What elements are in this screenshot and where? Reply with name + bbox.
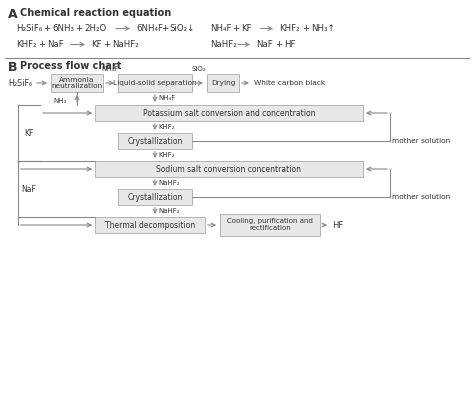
Text: B: B bbox=[8, 61, 18, 74]
FancyBboxPatch shape bbox=[118, 133, 192, 149]
Text: NaHF₂: NaHF₂ bbox=[210, 40, 237, 49]
Text: KHF₂: KHF₂ bbox=[158, 152, 174, 158]
FancyBboxPatch shape bbox=[207, 74, 239, 92]
FancyBboxPatch shape bbox=[118, 74, 192, 92]
Text: +: + bbox=[43, 24, 50, 33]
FancyBboxPatch shape bbox=[220, 214, 320, 236]
Text: KHF₂: KHF₂ bbox=[158, 124, 174, 130]
FancyBboxPatch shape bbox=[95, 161, 363, 177]
Text: +: + bbox=[161, 24, 168, 33]
Text: mother solution: mother solution bbox=[392, 138, 450, 144]
Text: KF: KF bbox=[91, 40, 101, 49]
FancyBboxPatch shape bbox=[95, 217, 205, 233]
Text: 6NH₃: 6NH₃ bbox=[52, 24, 74, 33]
Text: NaF: NaF bbox=[256, 40, 273, 49]
Text: NaHF₂: NaHF₂ bbox=[112, 40, 139, 49]
Text: Thermal decomposition: Thermal decomposition bbox=[105, 220, 195, 230]
Text: NH₃↑: NH₃↑ bbox=[311, 24, 335, 33]
Text: NaF: NaF bbox=[47, 40, 64, 49]
Text: NH₄F: NH₄F bbox=[158, 96, 175, 101]
Text: +: + bbox=[38, 40, 45, 49]
Text: +: + bbox=[302, 24, 309, 33]
Text: KHF₂: KHF₂ bbox=[16, 40, 36, 49]
Text: Liquid-solid separation: Liquid-solid separation bbox=[113, 80, 197, 86]
Text: Drying: Drying bbox=[211, 80, 235, 86]
Text: Crystallization: Crystallization bbox=[128, 137, 182, 146]
Text: SiO₂↓: SiO₂↓ bbox=[169, 24, 194, 33]
Text: NaHF₂: NaHF₂ bbox=[158, 180, 180, 186]
Text: Cooling, purification and
rectification: Cooling, purification and rectification bbox=[227, 219, 313, 232]
Text: Sodium salt conversion concentration: Sodium salt conversion concentration bbox=[156, 164, 301, 174]
Text: A: A bbox=[8, 8, 18, 21]
FancyBboxPatch shape bbox=[95, 105, 363, 121]
Text: H₂SiF₆: H₂SiF₆ bbox=[8, 78, 32, 88]
Text: +: + bbox=[275, 40, 282, 49]
Text: +: + bbox=[232, 24, 239, 33]
Text: 6NH₄F: 6NH₄F bbox=[136, 24, 163, 33]
Text: HF: HF bbox=[284, 40, 295, 49]
Text: Process flow chart: Process flow chart bbox=[20, 61, 121, 71]
Text: NaF: NaF bbox=[21, 185, 36, 193]
Text: H₂SiF₆: H₂SiF₆ bbox=[16, 24, 42, 33]
Text: +: + bbox=[75, 24, 82, 33]
FancyBboxPatch shape bbox=[118, 189, 192, 205]
Text: Ammonia
neutralization: Ammonia neutralization bbox=[51, 76, 103, 90]
Text: Chemical reaction equation: Chemical reaction equation bbox=[20, 8, 171, 18]
Text: NH₃: NH₃ bbox=[54, 98, 67, 104]
Text: SiO₂: SiO₂ bbox=[191, 66, 206, 72]
Text: mother solution: mother solution bbox=[392, 194, 450, 200]
Text: HF: HF bbox=[332, 220, 343, 230]
Text: Crystallization: Crystallization bbox=[128, 193, 182, 201]
Text: +: + bbox=[103, 40, 110, 49]
Text: KF: KF bbox=[24, 129, 34, 137]
Text: Potassium salt conversion and concentration: Potassium salt conversion and concentrat… bbox=[143, 109, 315, 117]
FancyBboxPatch shape bbox=[51, 74, 103, 92]
Text: NH₄F: NH₄F bbox=[210, 24, 231, 33]
Text: NH₄F: NH₄F bbox=[101, 66, 118, 72]
Text: KF: KF bbox=[241, 24, 252, 33]
Text: KHF₂: KHF₂ bbox=[279, 24, 300, 33]
Text: White carbon black: White carbon black bbox=[254, 80, 325, 86]
Text: 2H₂O: 2H₂O bbox=[84, 24, 106, 33]
Text: NaHF₂: NaHF₂ bbox=[158, 208, 180, 214]
